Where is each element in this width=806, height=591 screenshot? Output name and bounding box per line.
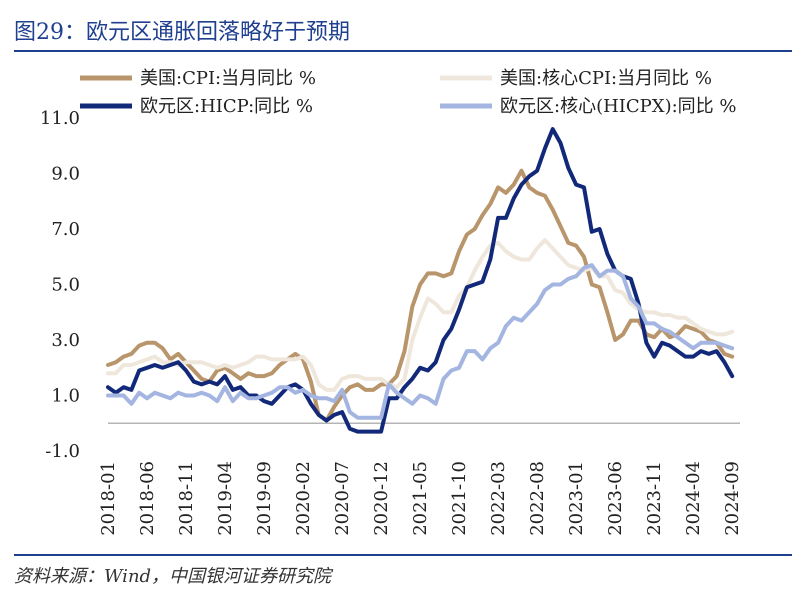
x-tick-label: 2020-02 (293, 461, 314, 536)
y-tick-label: 11.0 (40, 108, 80, 129)
series-line-2 (106, 238, 735, 392)
series-line-1 (106, 168, 735, 423)
x-tick-label: 2023-06 (605, 461, 626, 536)
x-tick-label: 2018-11 (176, 461, 197, 536)
x-tick-label: 2018-06 (137, 461, 158, 536)
x-axis: 2018-01 2018-06 2018-11 2019-04 2019-09 2020-… (98, 422, 743, 536)
series-line-3 (106, 127, 735, 434)
legend-label-1: 美国:CPI:当月同比 % (140, 68, 316, 89)
chart-title: 图29：欧元区通胀回落略好于预期 (14, 20, 350, 45)
legend-label-3: 欧元区:HICP:同比 % (140, 96, 313, 117)
legend-label-4: 欧元区:核心(HICPX):同比 % (500, 96, 737, 117)
x-tick-label: 2024-04 (683, 461, 704, 536)
x-tick-label: 2022-08 (527, 461, 548, 536)
series-line-4 (106, 263, 735, 420)
legend: 美国:CPI:当月同比 % 美国:核心CPI:当月同比 % 欧元区:HICP:同比 … (80, 68, 737, 117)
series-lines (106, 127, 735, 434)
title-rule (14, 50, 792, 52)
source-rule (14, 554, 792, 556)
x-tick-label: 2023-11 (644, 461, 665, 536)
x-tick-label: 2018-01 (98, 461, 119, 536)
y-tick-label: 5.0 (51, 275, 80, 296)
y-axis: 11.0 9.0 7.0 5.0 3.0 1.0 -1.0 (40, 108, 80, 462)
y-tick-label: 7.0 (51, 219, 80, 240)
x-tick-label: 2020-12 (371, 461, 392, 536)
x-tick-label: 2021-05 (410, 461, 431, 536)
y-tick-label: 1.0 (51, 386, 80, 407)
legend-label-2: 美国:核心CPI:当月同比 % (500, 68, 712, 89)
x-tick-label: 2019-04 (215, 461, 236, 536)
y-tick-label: 9.0 (51, 164, 80, 185)
x-tick-label: 2022-03 (488, 461, 509, 536)
x-tick-label: 2024-09 (722, 461, 743, 536)
source-note: 资料来源：Wind，中国银河证券研究院 (14, 566, 332, 587)
x-tick-label: 2021-10 (449, 461, 470, 536)
x-tick-label: 2023-01 (566, 461, 587, 536)
y-tick-label: -1.0 (45, 441, 80, 462)
x-tick-label: 2020-07 (332, 461, 353, 536)
y-tick-label: 3.0 (51, 330, 80, 351)
x-tick-label: 2019-09 (254, 461, 275, 536)
